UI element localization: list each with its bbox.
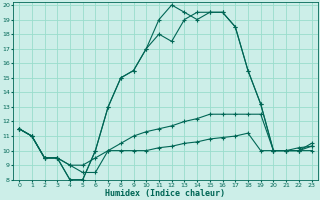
X-axis label: Humidex (Indice chaleur): Humidex (Indice chaleur) (105, 189, 225, 198)
